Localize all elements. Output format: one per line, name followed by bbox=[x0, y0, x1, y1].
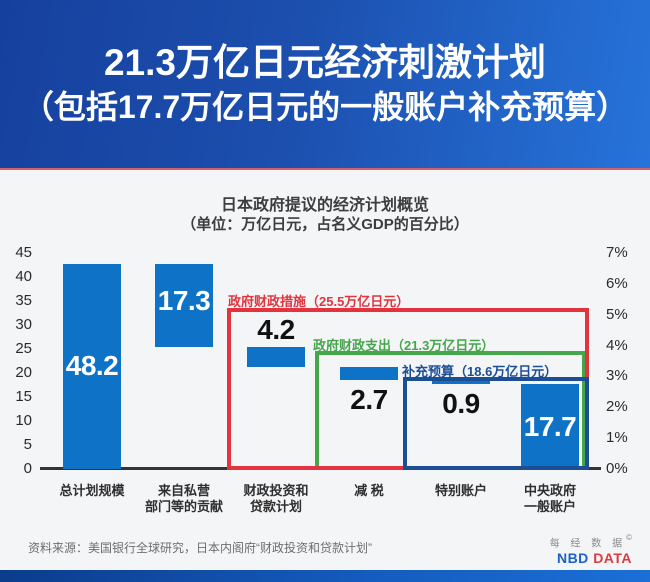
left-axis-tick-label: 0 bbox=[23, 460, 32, 477]
main-title: 21.3万亿日元经济刺激计划 bbox=[103, 42, 546, 83]
header-divider bbox=[0, 168, 650, 170]
bar-3 bbox=[247, 346, 305, 367]
category-label-line: 中央政府 bbox=[523, 483, 576, 498]
category-label-line: 特别账户 bbox=[434, 483, 487, 498]
left-axis-tick-label: 25 bbox=[15, 340, 32, 357]
category-label: 来自私营 部门等的贡献 bbox=[128, 483, 240, 515]
bar-value-label: 17.3 bbox=[157, 284, 211, 316]
right-axis-tick-label: 2% bbox=[606, 398, 628, 416]
annotation-label-blue-box: 补充预算（18.6万亿日元） bbox=[402, 364, 558, 379]
copyright-icon: © bbox=[626, 533, 632, 542]
category-label: 特别账户 bbox=[405, 483, 517, 499]
category-label-line: 减 税 bbox=[354, 483, 384, 498]
source-note: 资料来源：美国银行全球研究，日本内阁府“财政投资和贷款计划” bbox=[28, 541, 372, 555]
bar-4 bbox=[340, 366, 398, 380]
bar-value-label: 48.2 bbox=[65, 350, 119, 382]
logo-chinese-text: 每 经 数 据© bbox=[549, 533, 632, 550]
bar-2 bbox=[155, 263, 213, 347]
annotation-label-green-box: 政府财政支出（21.3万亿日元） bbox=[313, 338, 495, 353]
main-subtitle: （包括17.7万亿日元的一般账户补充预算） bbox=[21, 89, 629, 125]
logo-english-text: NBD DATA bbox=[556, 550, 632, 567]
right-axis-tick-label: 4% bbox=[606, 336, 628, 354]
category-label-line: 贷款计划 bbox=[249, 499, 302, 514]
header-banner: 21.3万亿日元经济刺激计划 （包括17.7万亿日元的一般账户补充预算） bbox=[0, 0, 650, 168]
nbd-data-logo: 每 经 数 据© NBD DATA bbox=[550, 531, 632, 565]
bar-value-label: 4.2 bbox=[257, 313, 295, 345]
category-label-line: 一般账户 bbox=[523, 499, 576, 514]
left-axis-tick-label: 10 bbox=[15, 412, 32, 429]
left-axis-tick-label: 20 bbox=[15, 364, 32, 381]
annotation-blue-box bbox=[403, 377, 589, 470]
category-label: 财政投资和 贷款计划 bbox=[220, 483, 332, 515]
right-axis-tick-label: 7% bbox=[606, 244, 628, 261]
bar-1 bbox=[63, 263, 121, 469]
bar-value-label: 2.7 bbox=[350, 383, 388, 415]
left-axis-tick-label: 40 bbox=[15, 268, 32, 285]
chart-title: 日本政府提议的经济计划概览 bbox=[220, 197, 429, 214]
right-axis-tick-label: 3% bbox=[606, 367, 628, 385]
category-label-line: 总计划规模 bbox=[59, 483, 125, 498]
bar-5 bbox=[432, 379, 490, 385]
category-label-line: 部门等的贡献 bbox=[144, 499, 223, 514]
category-label-line: 财政投资和 bbox=[243, 483, 309, 498]
annotation-label-red-box: 政府财政措施（25.5万亿日元） bbox=[228, 294, 410, 309]
bar-6 bbox=[521, 384, 579, 469]
left-axis-tick-label: 5 bbox=[23, 436, 32, 453]
left-axis-tick-label: 15 bbox=[15, 388, 32, 405]
category-label: 减 税 bbox=[313, 483, 425, 499]
right-axis-tick-label: 5% bbox=[606, 305, 628, 323]
category-label: 中央政府 一般账户 bbox=[494, 483, 606, 515]
right-axis-tick-label: 6% bbox=[606, 274, 628, 292]
left-axis-tick-label: 35 bbox=[15, 292, 32, 309]
category-label: 总计划规模 bbox=[36, 483, 148, 499]
right-axis-tick-label: 1% bbox=[606, 429, 628, 447]
bar-value-label: 0.9 bbox=[442, 388, 480, 420]
chart-subtitle: （单位：万亿日元，占名义GDP的百分比） bbox=[181, 216, 469, 233]
left-axis-tick-label: 45 bbox=[15, 244, 32, 261]
right-axis-tick-label: 0% bbox=[606, 460, 628, 477]
category-label-line: 来自私营 bbox=[157, 483, 210, 498]
bar-value-label: 17.7 bbox=[523, 410, 577, 442]
left-axis-tick-label: 30 bbox=[15, 316, 32, 333]
footer-accent-bar bbox=[0, 570, 650, 582]
